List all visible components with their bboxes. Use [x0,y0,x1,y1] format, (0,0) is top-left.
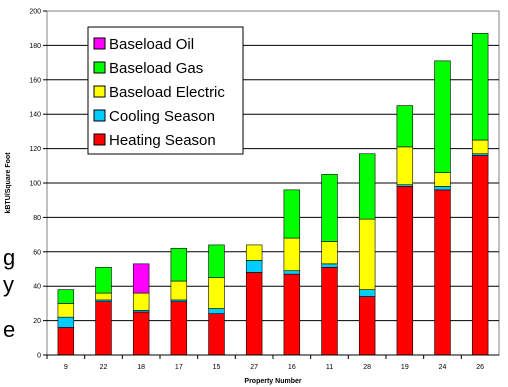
bar-segment [471,155,489,356]
y-tick-label: 200 [29,9,41,16]
bar-segment [283,270,301,275]
bar-segment [170,280,188,301]
bar-segment [283,273,301,356]
bar-segment [170,248,188,282]
bar-segment [358,218,376,290]
y-tick-label: 40 [33,284,41,291]
bar-segment [208,277,225,309]
bar-segment [434,60,451,173]
legend-swatch [93,85,106,98]
bar-segment [57,327,75,356]
bar-segment [434,189,451,356]
bar-segment [245,244,263,261]
legend-label: Cooling Season [109,108,215,125]
legend-box [87,26,244,155]
background-text-1: g [3,245,15,270]
y-tick-label: 60 [33,249,41,256]
x-axis-ticks: 9 22 18 17 15 27 16 11 28 19 24 26 [46,354,499,371]
bar-segment [132,311,150,356]
y-axis-ticks: 0 20 40 60 80 100 120 140 160 180 200 [29,9,47,360]
bar-segment [57,316,75,328]
background-text-2: y [3,272,14,297]
bar-segment [321,174,338,242]
legend-swatch [93,61,106,74]
x-tick-label: 15 [213,364,221,371]
bar-segment [283,237,301,272]
bar-segment [396,186,414,356]
legend-swatch [93,109,106,122]
x-tick-label: 18 [137,364,145,371]
bar-segment [321,241,338,265]
bar-segment [57,289,75,304]
background-text-3: e [3,317,15,342]
x-tick-label: 26 [476,364,484,371]
bar-segment [170,301,188,356]
bar-segment [396,146,414,186]
bar-segment [358,289,376,297]
x-tick-label: 28 [363,364,371,371]
bar-segment [434,186,451,191]
y-axis-title: kBTU/Square Foot [5,152,12,214]
y-tick-label: 20 [33,318,41,325]
x-tick-label: 24 [439,364,447,371]
x-tick-label: 11 [326,364,333,371]
legend-swatch [93,133,106,146]
bar-segment [471,33,489,141]
bar-segment [245,272,263,356]
bar-segment [132,292,150,311]
y-tick-label: 180 [29,43,41,50]
legend: Baseload Oil Baseload Gas Baseload Electri… [87,26,244,155]
bar-segment [321,266,338,356]
y-tick-label: 140 [29,112,41,119]
x-axis-title: Property Number [244,378,301,385]
legend-label: Baseload Oil [109,36,194,53]
bar-segment [471,139,489,155]
bar-segment [358,153,376,220]
bar-segment [321,263,338,268]
bar-segment [208,244,225,278]
bar-segment [358,296,376,356]
bar-segment [57,303,75,318]
bar-segment [95,301,112,356]
y-tick-label: 160 [29,77,41,84]
bar-segment [208,313,225,356]
legend-label: Baseload Gas [109,60,203,77]
y-tick-label: 80 [33,215,41,222]
bar-segment [208,308,225,315]
bar-segment [132,263,150,294]
x-tick-label: 27 [250,364,258,371]
legend-swatch [93,37,106,50]
bar-segment [95,292,112,301]
bar-segment [95,266,112,294]
x-tick-label: 17 [175,364,183,371]
y-tick-label: 0 [37,353,41,360]
bar-segment [434,172,451,187]
x-tick-label: 22 [100,364,108,371]
bar-segment [396,105,414,148]
legend-label: Baseload Electric [109,84,225,101]
legend-label: Heating Season [109,132,216,149]
x-tick-label: 9 [64,364,68,371]
x-tick-label: 19 [401,364,409,371]
bars-group [57,33,489,356]
bar-segment [283,189,301,239]
bar-segment [245,260,263,273]
y-tick-label: 100 [29,181,41,188]
y-tick-label: 120 [29,146,41,153]
x-tick-label: 16 [288,364,296,371]
